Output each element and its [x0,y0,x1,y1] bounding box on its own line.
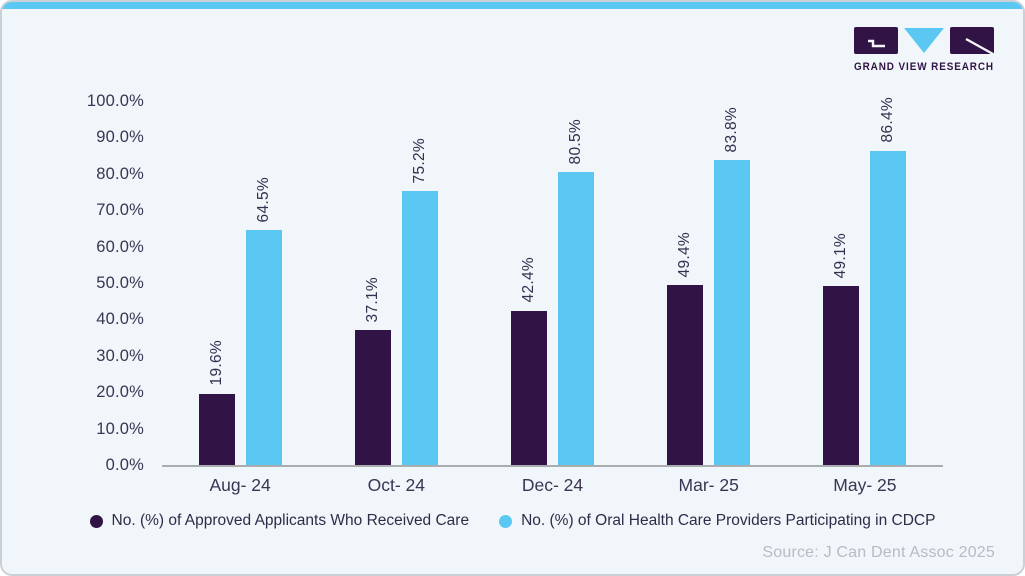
y-tick-label: 40.0% [96,310,144,329]
y-tick-label: 30.0% [96,346,144,365]
legend-label: No. (%) of Oral Health Care Providers Pa… [521,512,936,529]
bar-series1-4 [667,285,704,465]
bar-series2-1 [245,230,282,465]
logo-wordmark: GRAND VIEW RESEARCH [854,61,994,73]
y-tick-label: 20.0% [96,383,144,402]
x-tick-label: Oct- 24 [367,475,425,495]
logo-r-leg [965,37,994,56]
x-axis: Aug- 24 Oct- 24 Dec- 24 Mar- 25 May- 25 [162,475,943,501]
plot-area: 19.6% 64.5% 37.1% 75.2% 42.4% 80.5% 49.4% 83.8%… [162,97,943,467]
grand-view-research-logo: GRAND VIEW RESEARCH [854,27,994,73]
bar-value-label: 49.1% [832,232,850,279]
bar-value-label: 64.5% [254,176,272,223]
bar-series1-5 [823,286,860,465]
source-note: Source: J Can Dent Assoc 2025 [762,544,995,561]
top-accent-bar [2,2,1023,9]
legend-swatch-icon [499,514,513,528]
legend-item-series1: No. (%) of Approved Applicants Who Recei… [89,512,470,530]
legend-item-series2: No. (%) of Oral Health Care Providers Pa… [499,512,935,530]
logo-g-mark [868,39,885,48]
y-tick-label: 60.0% [96,237,144,256]
bar-series2-3 [558,171,594,465]
bar-series2-4 [714,159,751,465]
bar-value-label: 83.8% [723,106,741,152]
legend: No. (%) of Approved Applicants Who Recei… [2,512,1023,530]
y-tick-label: 70.0% [96,201,144,220]
y-tick-label: 100.0% [86,92,144,110]
x-tick-label: Aug- 24 [209,475,271,495]
bar-series1-2 [354,329,391,465]
legend-swatch-icon [89,514,103,528]
y-tick-label: 90.0% [96,128,144,147]
bar-value-label: 86.4% [879,97,897,143]
y-tick-label: 50.0% [96,274,144,292]
bar-value-label: 80.5% [567,118,584,164]
bar-value-label: 49.4% [676,231,694,278]
y-axis: 0.0% 10.0% 20.0% 30.0% 40.0% 50.0% 60.0% 70.0% 8… [2,92,148,474]
legend-label: No. (%) of Approved Applicants Who Recei… [111,512,470,529]
y-tick-label: 10.0% [96,419,144,438]
bar-value-label: 37.1% [363,276,381,322]
bar-series2-2 [401,191,438,465]
bar-value-label: 42.4% [520,257,537,303]
logo-left-block [854,27,898,54]
x-tick-label: May- 25 [833,475,897,495]
x-tick-label: Dec- 24 [521,475,584,495]
bar-series1-3 [511,310,547,465]
x-tick-label: Mar- 25 [678,475,739,495]
bar-series1-1 [198,393,235,465]
y-tick-label: 0.0% [105,456,144,474]
x-axis-baseline [162,465,943,467]
bar-series2-5 [870,150,907,465]
bar-value-label: 75.2% [410,137,428,184]
bar-value-label: 19.6% [207,340,225,386]
y-tick-label: 80.0% [96,164,144,183]
logo-v-triangle [904,28,944,53]
